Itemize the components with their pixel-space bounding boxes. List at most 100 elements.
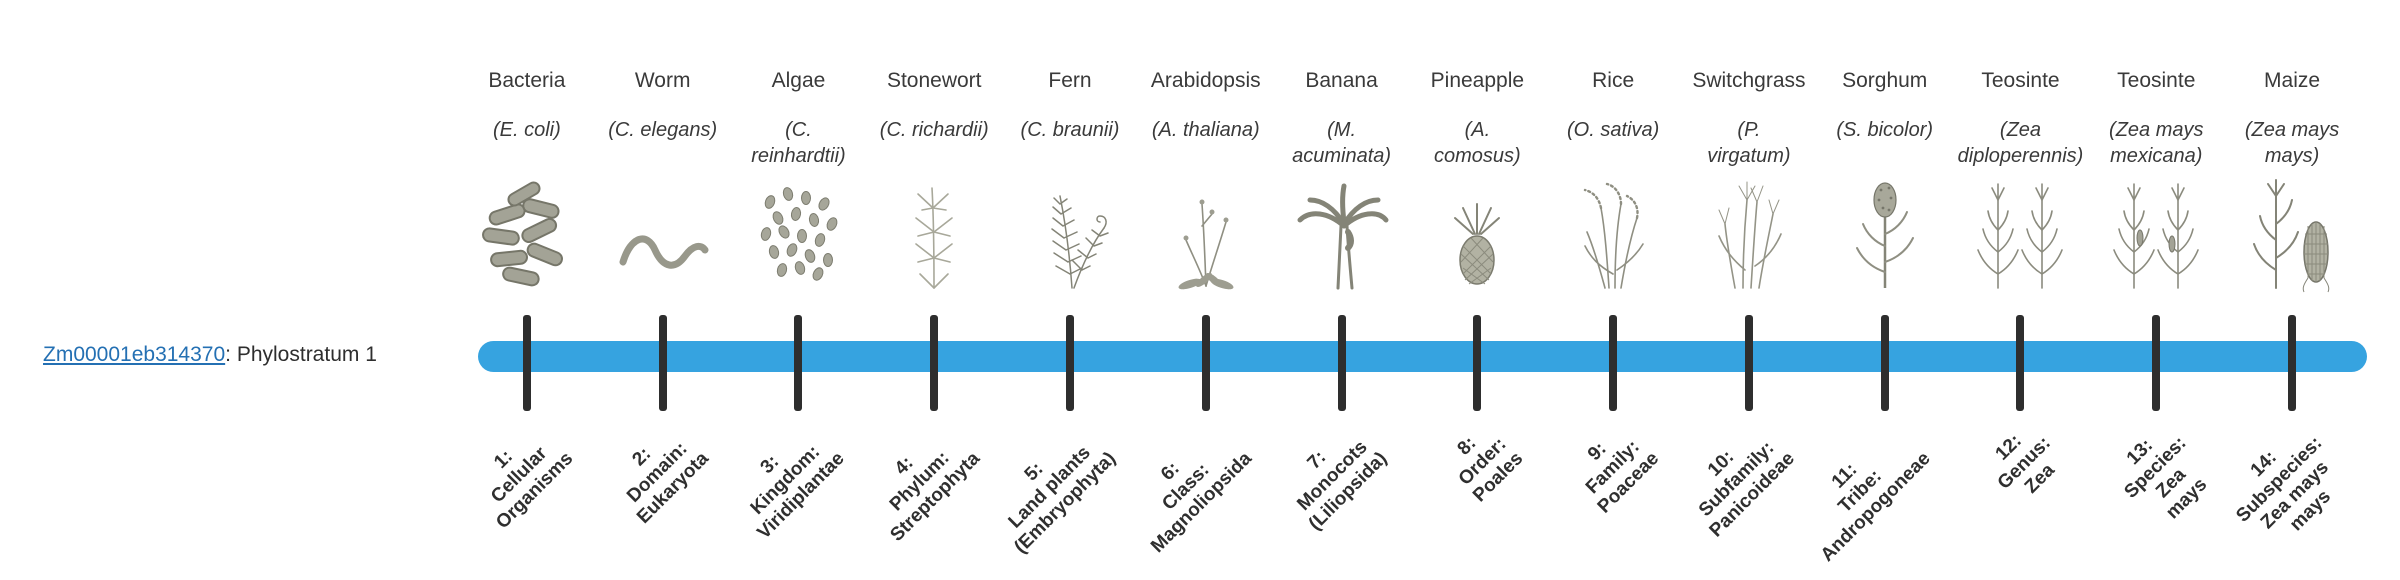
organism-column: Fern (C. braunii) 5: Land plants (Embryoph… bbox=[1002, 0, 1138, 580]
organism-scientific-name: (C. reinhardtii) bbox=[751, 119, 846, 167]
organism-illustration bbox=[475, 174, 579, 294]
organism-scientific-name: (Zea mays mays) bbox=[2244, 119, 2340, 167]
worm-icon bbox=[595, 172, 731, 294]
arabidopsis-icon bbox=[1138, 172, 1274, 294]
timeline-tick bbox=[1201, 315, 1210, 411]
timeline-bar bbox=[478, 341, 2367, 372]
stratum-label: 8: Order: Poales bbox=[1438, 417, 1528, 507]
organism-illustration bbox=[611, 174, 715, 294]
organism-illustration bbox=[2240, 174, 2344, 294]
organism-illustration bbox=[1968, 174, 2072, 294]
timeline-tick bbox=[1609, 315, 1618, 411]
timeline-tick bbox=[794, 315, 803, 411]
organism-illustration bbox=[1425, 174, 1529, 294]
organism-scientific-name: (O. sativa) bbox=[1567, 119, 1660, 141]
organism-illustration bbox=[1833, 174, 1937, 294]
timeline-tick bbox=[522, 315, 531, 411]
organism-name: Teosinte bbox=[2117, 69, 2196, 92]
rice-icon bbox=[1545, 172, 1681, 294]
timeline-tick bbox=[1473, 315, 1482, 411]
organism-column: Stonewort (C. richardii) 4: Phylum: Strept… bbox=[866, 0, 1002, 580]
organism-column: Banana (M. acuminata) 7: Monocots (Liliopsi… bbox=[1274, 0, 1410, 580]
algae-icon bbox=[731, 172, 867, 294]
organism-row: Bacteria (E. coli) 1: Cellular Organisms W… bbox=[459, 0, 2360, 580]
organism-illustration bbox=[1018, 174, 1122, 294]
organism-illustration bbox=[1290, 174, 1394, 294]
stratum-label: 4: Phylum: Streptophyta bbox=[855, 417, 985, 547]
timeline-tick bbox=[2152, 315, 2161, 411]
organism-column: Bacteria (E. coli) 1: Cellular Organisms bbox=[459, 0, 595, 580]
organism-scientific-name: (C. elegans) bbox=[608, 119, 718, 141]
maize-icon bbox=[2224, 172, 2360, 294]
organism-name: Worm bbox=[634, 69, 691, 92]
teosinte-mexicana-icon bbox=[2088, 172, 2224, 294]
organism-scientific-name: (P. virgatum) bbox=[1707, 119, 1791, 167]
organism-name: Switchgrass bbox=[1692, 69, 1806, 92]
organism-column: Switchgrass (P. virgatum) 10: Subfamily: Pa… bbox=[1681, 0, 1817, 580]
organism-name: Stonewort bbox=[886, 69, 982, 92]
organism-scientific-name: (Zea diploperennis) bbox=[1957, 119, 2084, 167]
timeline-tick bbox=[1066, 315, 1075, 411]
organism-name: Teosinte bbox=[1981, 69, 2060, 92]
stratum-label: 7: Monocots (Liliopsida) bbox=[1274, 417, 1392, 535]
gene-link[interactable]: Zm00001eb314370 bbox=[43, 343, 226, 366]
organism-scientific-name: (S. bicolor) bbox=[1836, 119, 1934, 141]
stratum-label: 9: Family: Poaceae bbox=[1563, 417, 1664, 518]
organism-scientific-name: (A. comosus) bbox=[1434, 119, 1521, 167]
organism-illustration bbox=[1154, 174, 1258, 294]
switchgrass-icon bbox=[1681, 172, 1817, 294]
gene-label-suffix: : Phylostratum 1 bbox=[225, 343, 377, 366]
organism-scientific-name: (C. richardii) bbox=[879, 119, 989, 141]
stratum-label: 2: Domain: Eukaryota bbox=[602, 417, 714, 529]
organism-name: Arabidopsis bbox=[1150, 69, 1261, 92]
organism-column: Worm (C. elegans) 2: Domain: Eukaryota bbox=[595, 0, 731, 580]
timeline-tick bbox=[2016, 315, 2025, 411]
organism-scientific-name: (Zea mays mexicana) bbox=[2109, 119, 2204, 167]
organism-illustration bbox=[746, 174, 850, 294]
stratum-label: 12: Genus: Zea bbox=[1978, 417, 2071, 510]
organism-name: Algae bbox=[771, 69, 826, 92]
timeline-tick bbox=[930, 315, 939, 411]
timeline-tick bbox=[1337, 315, 1346, 411]
fern-icon bbox=[1002, 172, 1138, 294]
organism-name: Pineapple bbox=[1430, 69, 1525, 92]
organism-illustration bbox=[882, 174, 986, 294]
stratum-label: 14: Subspecies: Zea mays mays bbox=[2217, 417, 2358, 558]
organism-name: Fern bbox=[1048, 69, 1092, 92]
timeline-tick bbox=[1880, 315, 1889, 411]
organism-column: Algae (C. reinhardtii) 3: Kingdom: Viridipl… bbox=[731, 0, 867, 580]
organism-name: Maize bbox=[2264, 69, 2321, 92]
organism-name: Bacteria bbox=[488, 69, 566, 92]
timeline-tick bbox=[658, 315, 667, 411]
organism-column: Pineapple (A. comosus) 8: Order: Poales bbox=[1409, 0, 1545, 580]
teosinte-diploperennis-icon bbox=[1953, 172, 2089, 294]
organism-scientific-name: (E. coli) bbox=[492, 119, 561, 141]
organism-illustration bbox=[1561, 174, 1665, 294]
organism-column: Teosinte (Zea mays mexicana) 13: Species: Z… bbox=[2088, 0, 2224, 580]
organism-column: Sorghum (S. bicolor) 11: Tribe: Andropogon… bbox=[1817, 0, 1953, 580]
organism-name: Banana bbox=[1305, 69, 1378, 92]
stonewort-icon bbox=[866, 172, 1002, 294]
organism-illustration bbox=[1697, 174, 1801, 294]
stratum-label: 10: Subfamily: Panicoideae bbox=[1675, 417, 1800, 542]
organism-illustration bbox=[2104, 174, 2208, 294]
bacteria-icon bbox=[459, 172, 595, 294]
organism-name: Sorghum bbox=[1842, 69, 1928, 92]
organism-column: Teosinte (Zea diploperennis) 12: Genus: Zea bbox=[1953, 0, 2089, 580]
organism-name: Rice bbox=[1592, 69, 1635, 92]
stratum-label: 13: Species: Zea mays bbox=[2105, 417, 2222, 534]
pineapple-icon bbox=[1409, 172, 1545, 294]
organism-column: Rice (O. sativa) 9: Family: Poaceae bbox=[1545, 0, 1681, 580]
stratum-label: 1: Cellular Organisms bbox=[461, 417, 578, 534]
gene-label: Zm00001eb314370: Phylostratum 1 bbox=[43, 342, 377, 368]
organism-scientific-name: (M. acuminata) bbox=[1292, 119, 1392, 167]
organism-column: Maize (Zea mays mays) 14: Subspecies: Zea m… bbox=[2224, 0, 2360, 580]
sorghum-icon bbox=[1817, 172, 1953, 294]
organism-scientific-name: (A. thaliana) bbox=[1151, 119, 1260, 141]
banana-icon bbox=[1274, 172, 1410, 294]
organism-column: Arabidopsis (A. thaliana) 6: Class: Magnol… bbox=[1138, 0, 1274, 580]
timeline-tick bbox=[1744, 315, 1753, 411]
organism-scientific-name: (C. braunii) bbox=[1020, 119, 1120, 141]
timeline-tick bbox=[2288, 315, 2297, 411]
